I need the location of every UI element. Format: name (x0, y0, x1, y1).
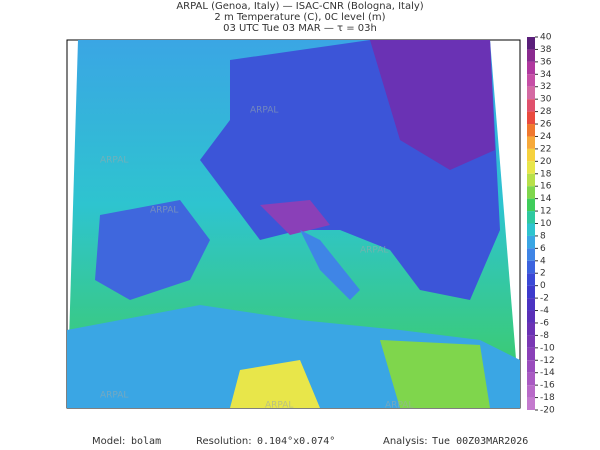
land-africa-mild (380, 340, 490, 408)
footer-analysis-label: Analysis: (383, 436, 428, 447)
tick-label: 18 (540, 169, 552, 179)
color-band (527, 260, 535, 274)
color-band (527, 211, 535, 224)
tick-label: 38 (540, 45, 552, 55)
tick-label: -18 (540, 393, 555, 403)
tick-label: 22 (540, 144, 551, 154)
color-band (527, 385, 535, 398)
footer-resolution-label: Resolution: (196, 436, 252, 447)
color-band (527, 161, 535, 174)
tick-label: -20 (540, 406, 555, 416)
tick-label: 34 (540, 70, 552, 80)
footer-resolution: 0.104°x0.074° (257, 436, 335, 447)
tick-label: 40 (540, 33, 552, 43)
title-line-3: 03 UTC Tue 03 MAR — τ = 03h (223, 23, 377, 34)
tick-label: -4 (540, 306, 549, 316)
color-band (527, 111, 535, 125)
color-band (527, 298, 535, 311)
watermark: ARPAL (250, 106, 278, 116)
watermark: ARPAL (360, 246, 388, 256)
color-band (527, 136, 535, 149)
tick-label: 16 (540, 182, 552, 192)
watermark: ARPAL (100, 156, 128, 166)
watermark: ARPAL (150, 206, 178, 216)
tick-label: 4 (540, 256, 546, 266)
color-band (527, 347, 535, 361)
tick-label: -6 (540, 318, 549, 328)
alps (260, 200, 330, 235)
color-band (527, 173, 535, 187)
color-band (527, 360, 535, 373)
tick-label: -8 (540, 331, 549, 341)
color-band (527, 310, 535, 323)
tick-label: 36 (540, 57, 552, 67)
color-band (527, 223, 535, 236)
color-band (527, 37, 535, 50)
tick-label: 24 (540, 132, 552, 142)
watermark: ARPAL (385, 401, 413, 411)
color-band (527, 86, 535, 100)
land-italy (300, 230, 360, 300)
tick-label: 2 (540, 269, 546, 279)
watermark: ARPAL (100, 391, 128, 401)
color-band (527, 74, 535, 87)
color-band (527, 186, 535, 199)
tick-label: 30 (540, 95, 552, 105)
tick-label: -16 (540, 381, 555, 391)
tick-label: 20 (540, 157, 552, 167)
footer-model: bolam (131, 436, 161, 447)
color-band (527, 273, 535, 286)
color-band (527, 99, 535, 112)
tick-label: 32 (540, 82, 551, 92)
color-band (527, 397, 535, 410)
land-east (370, 40, 495, 170)
land-iberia (95, 200, 210, 300)
tick-label: -10 (540, 343, 555, 353)
color-band (527, 285, 535, 299)
colorbar: 4038363432302826242220181614121086420-2-… (527, 33, 555, 416)
tick-label: 0 (540, 281, 546, 291)
tick-label: 26 (540, 120, 552, 130)
title-line-2: 2 m Temperature (C), 0C level (m) (214, 12, 385, 23)
tick-label: -2 (540, 294, 549, 304)
color-band (527, 124, 535, 137)
tick-label: -12 (540, 356, 555, 366)
color-band (527, 335, 535, 348)
tick-label: 12 (540, 207, 551, 217)
tick-label: -14 (540, 368, 555, 378)
land-africa-warm (230, 360, 320, 408)
footer-model-label: Model: (92, 436, 125, 447)
color-band (527, 61, 535, 75)
title-line-1: ARPAL (Genoa, Italy) — ISAC-CNR (Bologna… (176, 1, 423, 12)
watermark: ARPAL (265, 401, 293, 411)
tick-label: 10 (540, 219, 552, 229)
tick-label: 28 (540, 107, 552, 117)
color-band (527, 248, 535, 261)
map: ARPAL ARPAL ARPAL ARPAL ARPAL ARPAL ARPA… (66, 39, 521, 411)
color-band (527, 49, 535, 62)
tick-label: 8 (540, 231, 546, 241)
footer-analysis: Tue 00Z03MAR2026 (432, 436, 528, 447)
color-band (527, 198, 535, 212)
color-band (527, 372, 535, 386)
color-band (527, 148, 535, 162)
tick-label: 6 (540, 244, 546, 254)
color-band (527, 235, 535, 249)
color-band (527, 322, 535, 336)
tick-label: 14 (540, 194, 552, 204)
